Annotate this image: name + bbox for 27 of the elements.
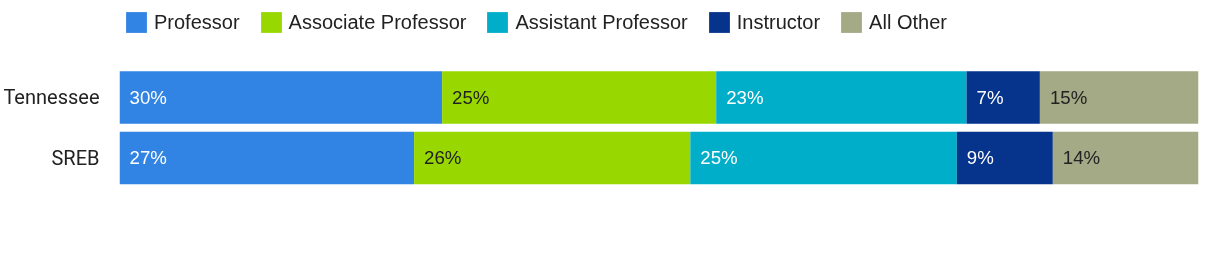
data-label: 25%	[452, 86, 490, 108]
legend-label: Professor	[154, 10, 240, 34]
bar	[119, 131, 415, 185]
bar	[414, 131, 691, 185]
bar	[966, 71, 1040, 124]
bar	[690, 131, 957, 185]
data-label: 15%	[1049, 86, 1088, 108]
legend-label: Instructor	[736, 10, 821, 34]
data-label: 14%	[1062, 147, 1101, 169]
bar	[442, 71, 717, 124]
data-label: 25%	[700, 147, 738, 169]
data-label: 26%	[424, 147, 462, 169]
bar	[956, 131, 1053, 185]
legend-label: Associate Professor	[288, 10, 467, 34]
legend-label: Assistant Professor	[515, 10, 688, 34]
y-tick-label: SREB	[51, 145, 100, 170]
legend-label: All Other	[869, 10, 947, 34]
y-tick-label: Tennessee	[3, 85, 100, 110]
data-label: 9%	[966, 147, 994, 169]
data-label: 30%	[129, 86, 167, 108]
bar	[119, 71, 443, 124]
data-label: 7%	[976, 86, 1004, 108]
bar	[716, 71, 967, 124]
bar	[1039, 71, 1199, 124]
data-label: 23%	[726, 86, 764, 108]
data-label: 27%	[129, 147, 167, 169]
bar	[1052, 131, 1199, 185]
